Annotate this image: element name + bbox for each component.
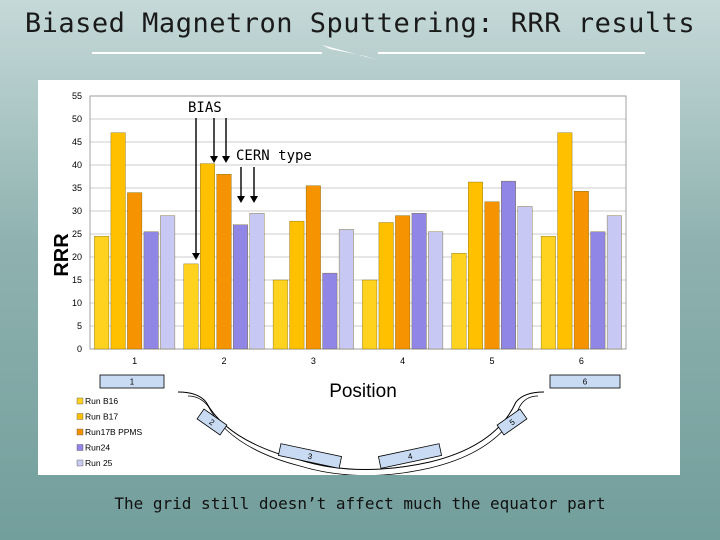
- x-tick-label: 4: [400, 356, 405, 366]
- bar: [411, 213, 427, 350]
- y-tick-label: 5: [77, 321, 82, 331]
- legend-label: Run B17: [85, 412, 118, 422]
- y-tick-label: 30: [72, 206, 82, 216]
- slide-title: Biased Magnetron Sputtering: RRR results: [24, 8, 696, 39]
- cavity-cell-label: 1: [130, 378, 135, 387]
- cavity-cell-label: 6: [583, 378, 588, 387]
- x-tick-label: 1: [132, 356, 137, 366]
- slide-caption: The grid still doesn’t affect much the e…: [114, 494, 606, 513]
- bar: [484, 201, 500, 350]
- bar: [305, 185, 321, 350]
- cavity-cell: 1: [99, 374, 165, 389]
- cavity-cell-box: [377, 443, 443, 469]
- bar: [428, 231, 444, 350]
- bar: [272, 279, 288, 350]
- y-tick-label: 40: [72, 160, 82, 170]
- cavity-labels: 1 2 3 4 5 6: [99, 374, 621, 469]
- x-tick-label: 3: [311, 356, 316, 366]
- cavity-cell-label: 2: [207, 417, 216, 427]
- bar: [160, 215, 176, 350]
- legend-label: Run24: [85, 443, 110, 453]
- legend-label: Run17B PPMS: [85, 427, 142, 437]
- bar: [395, 215, 411, 350]
- bar: [540, 236, 556, 350]
- arrow-head: [222, 156, 230, 163]
- bar: [143, 231, 159, 350]
- bar: [200, 163, 215, 350]
- x-axis-label: Position: [329, 381, 397, 402]
- y-tick-label: 0: [77, 344, 82, 354]
- cavity-cell-box: [496, 408, 528, 436]
- cavity-cell: 3: [277, 443, 343, 469]
- y-tick-label: 55: [72, 91, 82, 101]
- cavity-cell: 5: [496, 408, 528, 436]
- y-tick-label: 20: [72, 252, 82, 262]
- bar: [338, 229, 354, 350]
- legend-swatch: [76, 428, 84, 436]
- cavity-schematic: 1 2 3 4 5 6: [99, 374, 621, 475]
- bar: [127, 192, 143, 350]
- bar: [501, 180, 516, 350]
- plot-area: [89, 95, 627, 350]
- y-tick-label: 10: [72, 298, 82, 308]
- bars-layer: [94, 132, 622, 350]
- legend-swatch: [76, 459, 84, 467]
- y-tick-label: 45: [72, 137, 82, 147]
- bar: [322, 272, 338, 350]
- arrow-head: [210, 156, 218, 163]
- bar: [517, 206, 533, 350]
- bar: [183, 263, 199, 350]
- legend-swatch: [76, 413, 84, 420]
- x-tick-label: 6: [579, 356, 584, 366]
- cavity-cell-box: [196, 408, 228, 436]
- x-tick-label: 2: [221, 356, 226, 366]
- legend: Run B16 Run B17 Run17B PPMS Run24 Run 25: [76, 396, 142, 468]
- bar: [378, 222, 394, 350]
- bar: [94, 236, 110, 350]
- bar: [573, 191, 589, 350]
- cavity-cell-label: 3: [307, 452, 314, 462]
- bar: [216, 174, 232, 350]
- arrow-head: [192, 253, 200, 260]
- cavity-cell-box: [277, 443, 343, 469]
- cavity-cell: 4: [377, 443, 443, 469]
- annotation-arrows: [192, 118, 258, 260]
- cavity-cell-box: [549, 374, 621, 389]
- bar: [233, 224, 248, 350]
- cavity-cell-label: 4: [407, 452, 414, 462]
- bar: [606, 215, 622, 350]
- legend-swatch: [76, 397, 84, 405]
- y-tick-label: 50: [72, 114, 82, 124]
- bar: [451, 253, 467, 350]
- arrow-head: [237, 196, 245, 203]
- legend-label: Run 25: [85, 458, 113, 468]
- arrow-head: [250, 196, 258, 203]
- legend-swatch: [76, 444, 84, 451]
- y-axis-label: RRR: [51, 233, 73, 277]
- bar: [362, 279, 378, 350]
- bar: [557, 132, 573, 350]
- y-tick-label: 35: [72, 183, 82, 193]
- cavity-cell: 2: [196, 408, 228, 436]
- y-tick-label: 15: [72, 275, 82, 285]
- bar: [590, 231, 606, 350]
- bar: [289, 220, 305, 350]
- bar: [110, 132, 126, 350]
- bar: [468, 181, 483, 350]
- grid-layer: [89, 95, 627, 350]
- bar: [249, 213, 265, 350]
- y-tick-label: 25: [72, 229, 82, 239]
- legend-label: Run B16: [85, 396, 118, 406]
- cern-type-annotation: CERN type: [236, 148, 312, 164]
- cavity-cell-label: 5: [508, 417, 517, 427]
- cavity-cell-box: [99, 374, 165, 389]
- cavity-cell: 6: [549, 374, 621, 389]
- bias-annotation: BIAS: [188, 100, 222, 116]
- x-tick-label: 5: [489, 356, 494, 366]
- title-underline: [92, 45, 645, 60]
